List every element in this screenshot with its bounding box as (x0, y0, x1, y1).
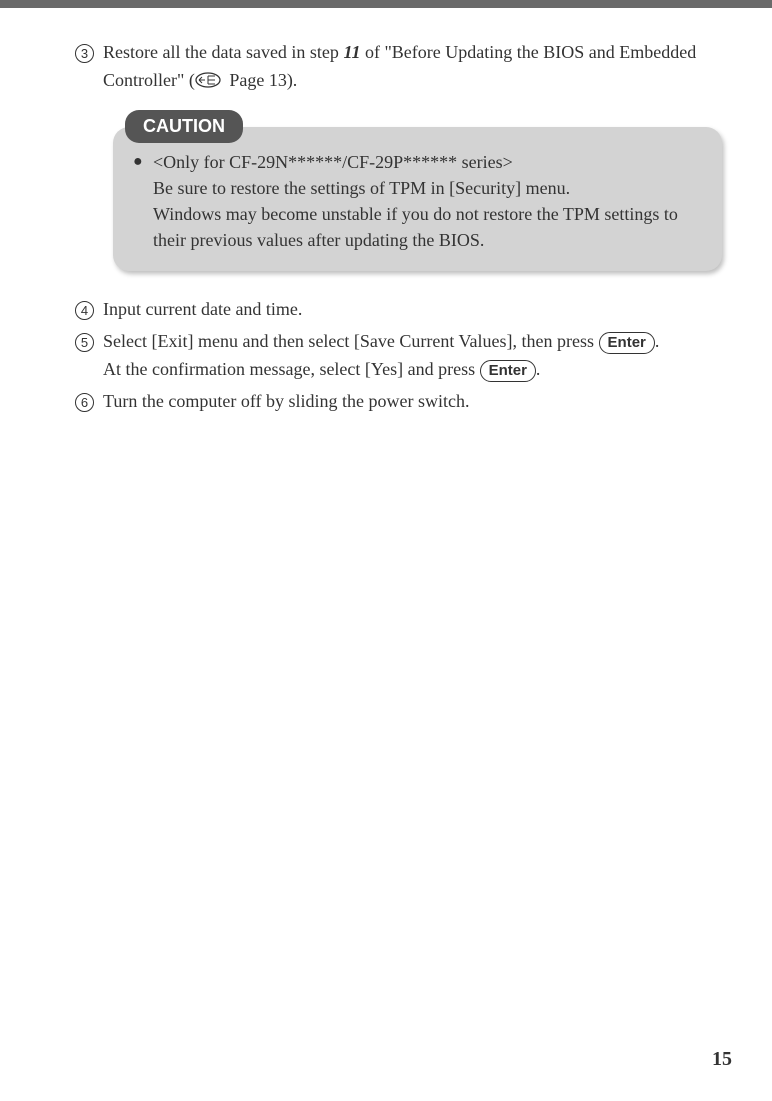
step-4: 4 Input current date and time. (75, 295, 722, 323)
step-text: Select [Exit] menu and then select [Save… (103, 327, 722, 383)
step-number: 5 (75, 327, 103, 355)
step-6: 6 Turn the computer off by sliding the p… (75, 387, 722, 415)
caution-label: CAUTION (125, 110, 243, 143)
page-content: 3 Restore all the data saved in step 11 … (0, 8, 772, 415)
page-number: 15 (712, 1048, 732, 1071)
circle-5: 5 (75, 333, 94, 352)
text: At the confirmation message, select [Yes… (103, 359, 480, 379)
step-text: Turn the computer off by sliding the pow… (103, 387, 722, 415)
caution-item: ● <Only for CF-29N******/CF-29P****** se… (133, 149, 702, 253)
text: . (536, 359, 541, 379)
caution-text: <Only for CF-29N******/CF-29P****** seri… (153, 149, 702, 253)
enter-key: Enter (480, 360, 536, 382)
header-bar (0, 0, 772, 8)
caution-line: <Only for CF-29N******/CF-29P****** seri… (153, 149, 702, 175)
text: Select [Exit] menu and then select [Save… (103, 331, 599, 351)
step-3: 3 Restore all the data saved in step 11 … (75, 38, 722, 96)
text: . (655, 331, 660, 351)
circle-3: 3 (75, 44, 94, 63)
circle-4: 4 (75, 301, 94, 320)
step-number: 3 (75, 38, 103, 66)
step-ref: 11 (343, 42, 360, 62)
caution-line: Be sure to restore the settings of TPM i… (153, 175, 702, 201)
caution-block: CAUTION ● <Only for CF-29N******/CF-29P*… (113, 110, 722, 271)
text: Restore all the data saved in step (103, 42, 343, 62)
caution-box: ● <Only for CF-29N******/CF-29P****** se… (113, 127, 722, 271)
step-text: Restore all the data saved in step 11 of… (103, 38, 722, 96)
bullet-icon: ● (133, 149, 153, 175)
text: Page 13). (225, 70, 297, 90)
step-text: Input current date and time. (103, 295, 722, 323)
enter-key: Enter (599, 332, 655, 354)
step-number: 4 (75, 295, 103, 323)
step-5: 5 Select [Exit] menu and then select [Sa… (75, 327, 722, 383)
circle-6: 6 (75, 393, 94, 412)
page-ref-icon (195, 68, 221, 96)
caution-line: Windows may become unstable if you do no… (153, 201, 702, 253)
step-number: 6 (75, 387, 103, 415)
